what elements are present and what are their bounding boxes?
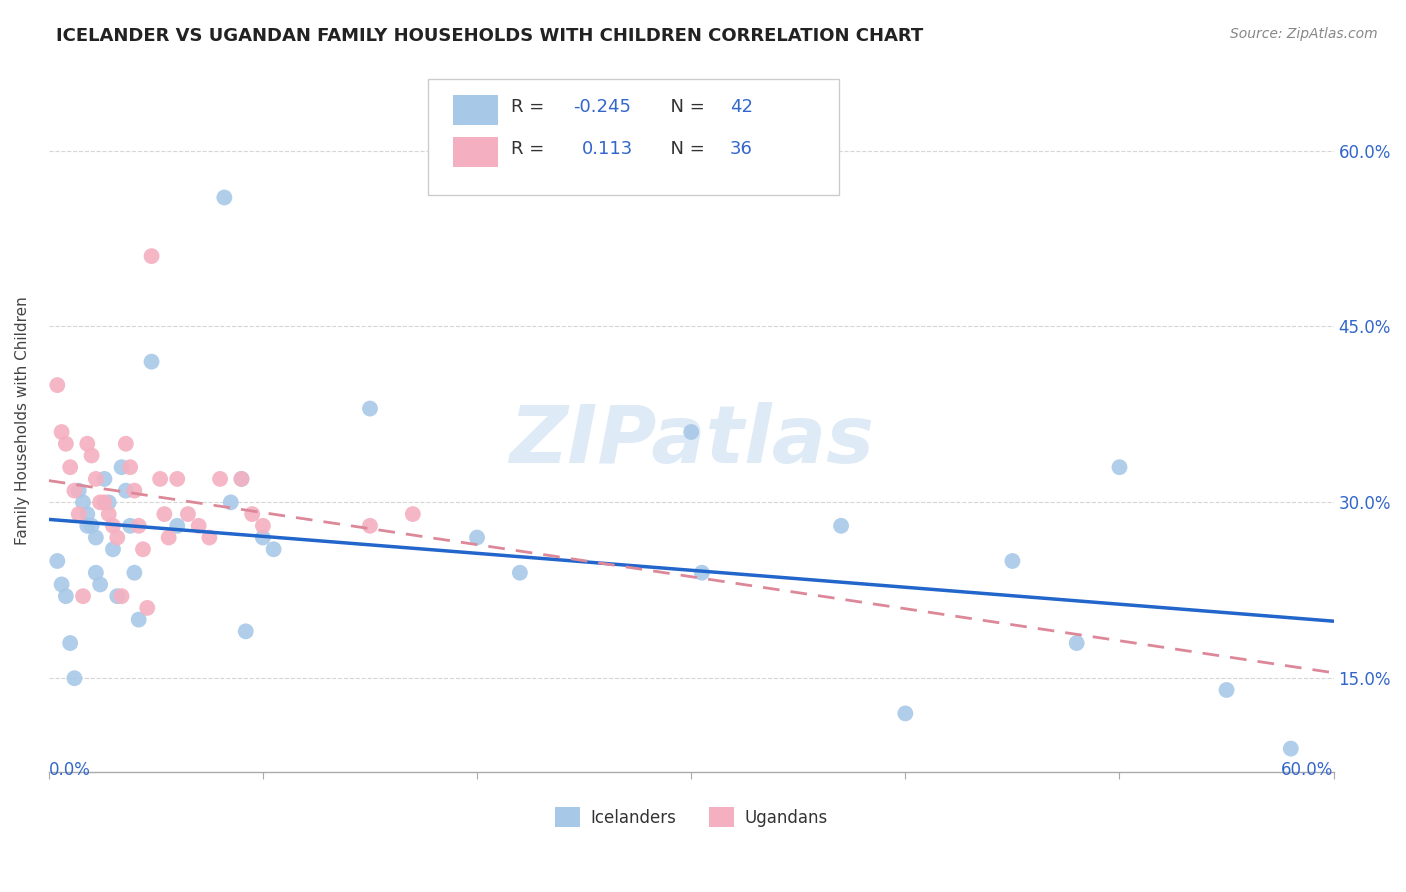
Point	[101, 518, 124, 533]
Y-axis label: Family Households with Children: Family Households with Children	[15, 296, 30, 545]
Point	[84, 531, 107, 545]
Point	[219, 495, 242, 509]
Point	[235, 624, 257, 639]
Point	[93, 472, 115, 486]
Point	[1066, 636, 1088, 650]
Point	[166, 472, 188, 486]
Point	[55, 589, 77, 603]
Point	[110, 460, 132, 475]
Point	[141, 354, 163, 368]
Point	[214, 190, 236, 204]
Point	[166, 518, 188, 533]
Point	[76, 507, 98, 521]
Point	[136, 600, 159, 615]
Point	[198, 531, 221, 545]
Point	[240, 507, 263, 521]
Point	[89, 577, 111, 591]
Point	[115, 436, 138, 450]
Point	[72, 589, 94, 603]
Text: R =: R =	[512, 98, 550, 116]
Point	[124, 566, 146, 580]
Point	[59, 460, 82, 475]
Point	[63, 671, 86, 685]
Point	[105, 531, 128, 545]
FancyBboxPatch shape	[454, 137, 499, 167]
Point	[894, 706, 917, 721]
Point	[141, 249, 163, 263]
Point	[120, 518, 142, 533]
Point	[67, 483, 90, 498]
Point	[153, 507, 176, 521]
Point	[84, 472, 107, 486]
Point	[115, 483, 138, 498]
Point	[209, 472, 232, 486]
Text: 0.0%: 0.0%	[49, 762, 90, 780]
Point	[46, 554, 69, 568]
Point	[128, 613, 150, 627]
Point	[97, 507, 120, 521]
Point	[67, 507, 90, 521]
Text: 0.113: 0.113	[582, 140, 633, 159]
Text: ICELANDER VS UGANDAN FAMILY HOUSEHOLDS WITH CHILDREN CORRELATION CHART: ICELANDER VS UGANDAN FAMILY HOUSEHOLDS W…	[56, 27, 924, 45]
Text: N =: N =	[659, 98, 710, 116]
Text: 42: 42	[730, 98, 752, 116]
Point	[80, 518, 103, 533]
Text: Source: ZipAtlas.com: Source: ZipAtlas.com	[1230, 27, 1378, 41]
Point	[51, 425, 73, 439]
Point	[359, 401, 381, 416]
Point	[59, 636, 82, 650]
Point	[1108, 460, 1130, 475]
Point	[55, 436, 77, 450]
Point	[120, 460, 142, 475]
Legend: Icelanders, Ugandans: Icelanders, Ugandans	[548, 800, 834, 834]
Text: N =: N =	[659, 140, 710, 159]
Point	[1215, 683, 1237, 698]
Text: R =: R =	[512, 140, 550, 159]
Point	[465, 531, 488, 545]
Point	[681, 425, 703, 439]
Point	[132, 542, 155, 557]
Point	[84, 566, 107, 580]
Point	[80, 449, 103, 463]
Point	[76, 436, 98, 450]
Point	[72, 495, 94, 509]
Point	[690, 566, 713, 580]
FancyBboxPatch shape	[454, 95, 499, 125]
Point	[1001, 554, 1024, 568]
Point	[110, 589, 132, 603]
Point	[252, 518, 274, 533]
Point	[51, 577, 73, 591]
Point	[157, 531, 180, 545]
Point	[128, 518, 150, 533]
Point	[89, 495, 111, 509]
Point	[177, 507, 200, 521]
Point	[97, 495, 120, 509]
Point	[402, 507, 425, 521]
Point	[830, 518, 852, 533]
Point	[1279, 741, 1302, 756]
Point	[149, 472, 172, 486]
Point	[263, 542, 285, 557]
Point	[231, 472, 253, 486]
Point	[187, 518, 209, 533]
Text: -0.245: -0.245	[574, 98, 631, 116]
Point	[93, 495, 115, 509]
Point	[509, 566, 531, 580]
Text: ZIPatlas: ZIPatlas	[509, 402, 873, 481]
Point	[105, 589, 128, 603]
Text: 36: 36	[730, 140, 752, 159]
Point	[101, 542, 124, 557]
Point	[76, 518, 98, 533]
Point	[252, 531, 274, 545]
Text: 60.0%: 60.0%	[1281, 762, 1334, 780]
Point	[231, 472, 253, 486]
Point	[63, 483, 86, 498]
Point	[359, 518, 381, 533]
Point	[46, 378, 69, 392]
FancyBboxPatch shape	[427, 79, 839, 195]
Point	[124, 483, 146, 498]
